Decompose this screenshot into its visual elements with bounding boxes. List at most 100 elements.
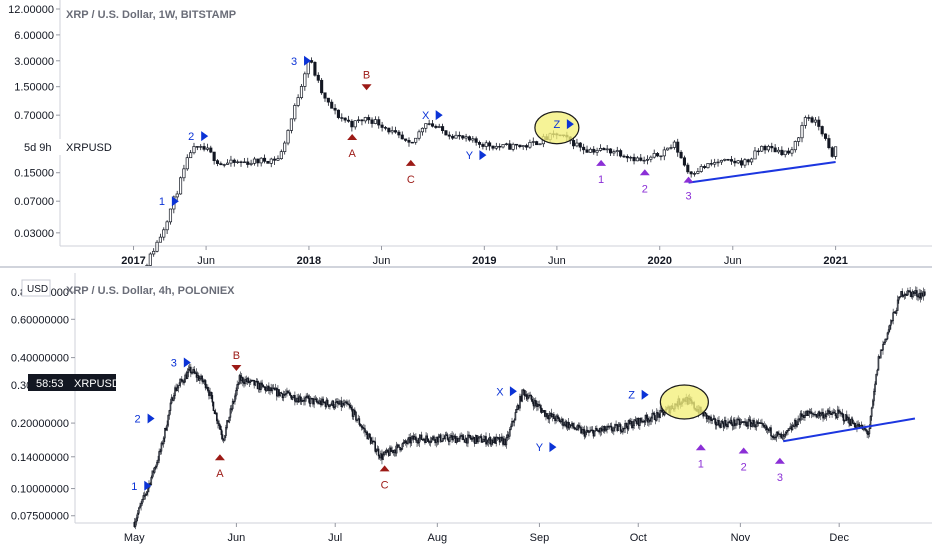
candle-body — [619, 424, 622, 432]
candle-body — [810, 117, 814, 123]
candle-body — [852, 422, 855, 425]
weekly-chart-canvas[interactable]: 12.000006.000003.000001.500000.700000.30… — [0, 0, 932, 267]
candle-body — [536, 403, 538, 407]
wave-label-blue-3[interactable]: 3 — [291, 55, 312, 68]
candle-body — [430, 437, 433, 442]
candle-body — [133, 521, 136, 527]
candle-body — [710, 416, 712, 422]
candle-body — [375, 450, 378, 453]
candle-body — [514, 143, 519, 146]
wave-label-blue-x[interactable]: X — [422, 110, 443, 122]
wave-label-purple-3[interactable]: 3 — [683, 176, 694, 203]
candle-body — [542, 410, 545, 412]
candle-body — [439, 434, 442, 442]
currency-badge-bg[interactable] — [21, 279, 51, 297]
wave-label-red-c[interactable]: C — [379, 465, 390, 491]
candle-body — [165, 221, 169, 231]
candle-body — [778, 433, 780, 435]
wave-label-blue-y[interactable]: Y — [466, 150, 487, 162]
candle-body — [309, 397, 312, 404]
candle-body — [428, 441, 431, 443]
wave-label-blue-y[interactable]: Y — [536, 442, 557, 454]
candle-body — [741, 421, 744, 423]
currency-badge[interactable]: USD — [27, 284, 48, 295]
candle-body — [537, 404, 539, 407]
candle-body — [264, 386, 267, 392]
candle-body — [363, 427, 365, 430]
x-tick-label: Jun — [197, 255, 215, 267]
candle-body — [608, 148, 613, 154]
candle-body — [659, 155, 663, 158]
wave-marker-right-icon — [304, 55, 312, 66]
candle-body — [420, 127, 424, 133]
intraday-chart-canvas[interactable]: 0.800000000.600000000.400000000.30000000… — [0, 267, 932, 550]
candle-body — [320, 79, 324, 94]
candle-body — [287, 390, 289, 393]
wave-label-red-a[interactable]: A — [347, 134, 358, 160]
wave-label-purple-1[interactable]: 1 — [596, 159, 607, 186]
wave-label-purple-3[interactable]: 3 — [774, 457, 785, 484]
candle-body — [441, 126, 445, 132]
pane-divider[interactable] — [0, 266, 932, 268]
wave-label-blue-2[interactable]: 2 — [135, 413, 155, 425]
candle-body — [790, 149, 794, 154]
candle-body — [176, 387, 179, 391]
wave-label-purple-2[interactable]: 2 — [639, 169, 650, 195]
wave-label-red-b[interactable]: B — [361, 69, 372, 91]
candle-body — [271, 387, 274, 392]
wave-label-red-a[interactable]: A — [214, 454, 225, 480]
candle-body — [570, 424, 572, 426]
wave-label-blue-1[interactable]: 1 — [131, 480, 152, 493]
candle-body — [495, 436, 497, 444]
candle-body — [753, 150, 757, 160]
candle-body — [486, 441, 488, 445]
candle-body — [786, 430, 788, 433]
candle-body — [293, 105, 297, 120]
wave-label-blue-z[interactable]: Z — [628, 389, 649, 402]
candle-body — [661, 409, 664, 413]
weekly-candles — [145, 57, 838, 267]
wave-label-blue-1[interactable]: 1 — [159, 196, 179, 208]
wave-label-blue-z[interactable]: Z — [554, 119, 574, 131]
wave-label-red-b[interactable]: B — [231, 350, 242, 371]
candle-body — [299, 396, 302, 402]
intraday-time-axis[interactable]: May Jun Jul Aug Sep Oct Nov Dec — [124, 523, 850, 544]
wave-label-blue-3[interactable]: 3 — [171, 357, 191, 369]
wave-label-purple-2[interactable]: 2 — [738, 447, 749, 473]
candle-body — [223, 435, 226, 441]
candle-body — [577, 424, 580, 427]
wave-label-purple-1[interactable]: 1 — [695, 444, 706, 470]
candle-body — [803, 414, 805, 418]
candle-body — [877, 356, 880, 371]
wave-label-blue-x[interactable]: X — [496, 386, 517, 398]
candle-body — [138, 507, 140, 514]
candle-body — [467, 136, 471, 141]
candle-body — [830, 413, 832, 415]
wave-label-text: 1 — [159, 196, 165, 208]
candle-body — [292, 395, 295, 398]
weekly-annotations[interactable]: 1 2 3 B A X C Y Z 1 2 3 — [159, 56, 836, 208]
candle-body — [393, 130, 398, 133]
wave-label-blue-2[interactable]: 2 — [188, 131, 209, 143]
weekly-time-axis[interactable]: 2017 Jun 2018 Jun 2019 Jun 2020 Jun 2021 — [121, 246, 848, 267]
candle-body — [534, 400, 537, 405]
weekly-price-axis[interactable]: 12.000006.000003.000001.500000.700000.30… — [8, 4, 60, 240]
intraday-price-axis[interactable]: 0.800000000.600000000.400000000.30000000… — [11, 287, 75, 523]
candle-body — [361, 427, 364, 429]
wave-label-text: C — [381, 479, 389, 491]
candle-body — [320, 400, 322, 406]
candle-body — [494, 437, 496, 444]
candle-body — [226, 420, 228, 428]
y-tick-label: 0.03000 — [14, 228, 54, 240]
candle-body — [237, 383, 240, 386]
wave-label-red-c[interactable]: C — [405, 159, 416, 186]
candle-body — [252, 379, 254, 382]
candle-body — [425, 435, 427, 444]
intraday-annotations[interactable]: 1 2 3 B A X C Y Z 1 2 3 — [131, 350, 916, 493]
y-tick-label: 0.10000000 — [11, 484, 69, 496]
candle-body — [699, 166, 703, 172]
candle-body — [481, 441, 484, 443]
weekly-chart-pane[interactable]: 12.000006.000003.000001.500000.700000.30… — [0, 0, 932, 267]
intraday-chart-pane[interactable]: 0.800000000.600000000.400000000.30000000… — [0, 267, 932, 550]
wave-marker-right-icon — [549, 442, 557, 453]
